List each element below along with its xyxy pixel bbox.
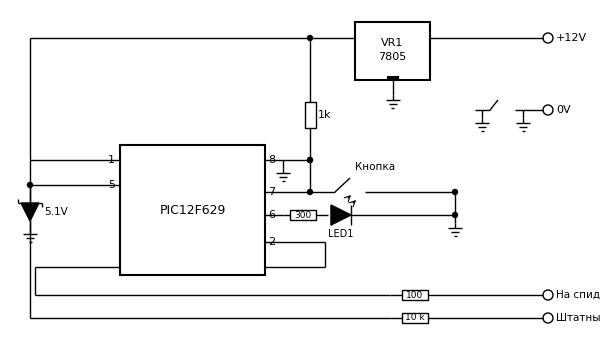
Text: 1: 1 bbox=[108, 155, 115, 165]
Circle shape bbox=[28, 183, 32, 187]
Text: 100: 100 bbox=[406, 291, 424, 299]
Bar bbox=[305, 102, 316, 128]
Circle shape bbox=[452, 213, 458, 217]
Text: LED1: LED1 bbox=[328, 229, 353, 239]
Text: 5: 5 bbox=[108, 180, 115, 190]
Text: 7: 7 bbox=[268, 187, 275, 197]
Circle shape bbox=[308, 157, 313, 162]
Bar bbox=[290, 210, 316, 220]
Text: 6: 6 bbox=[268, 210, 275, 220]
Text: PIC12F629: PIC12F629 bbox=[160, 203, 226, 216]
Text: На спидометр: На спидометр bbox=[556, 290, 600, 300]
Text: 1k: 1k bbox=[318, 110, 331, 120]
Text: 0V: 0V bbox=[556, 105, 571, 115]
Text: VR1: VR1 bbox=[382, 38, 404, 48]
Bar bbox=[120, 145, 265, 275]
Circle shape bbox=[452, 190, 458, 195]
Text: 10 k: 10 k bbox=[405, 313, 425, 323]
Text: 2: 2 bbox=[268, 237, 275, 247]
Text: Кнопка: Кнопка bbox=[355, 162, 395, 172]
Circle shape bbox=[308, 157, 313, 162]
Polygon shape bbox=[21, 203, 39, 221]
Text: 5.1V: 5.1V bbox=[44, 207, 68, 217]
Text: 8: 8 bbox=[268, 155, 275, 165]
Bar bbox=[386, 76, 398, 81]
Text: +12V: +12V bbox=[556, 33, 587, 43]
Bar bbox=[402, 313, 428, 323]
Text: 7805: 7805 bbox=[379, 52, 407, 62]
Circle shape bbox=[308, 36, 313, 41]
Text: 300: 300 bbox=[295, 210, 311, 220]
Bar bbox=[355, 22, 430, 80]
Circle shape bbox=[308, 190, 313, 195]
Text: Штатный сигнал: Штатный сигнал bbox=[556, 313, 600, 323]
Polygon shape bbox=[331, 205, 351, 225]
Bar bbox=[402, 290, 428, 300]
